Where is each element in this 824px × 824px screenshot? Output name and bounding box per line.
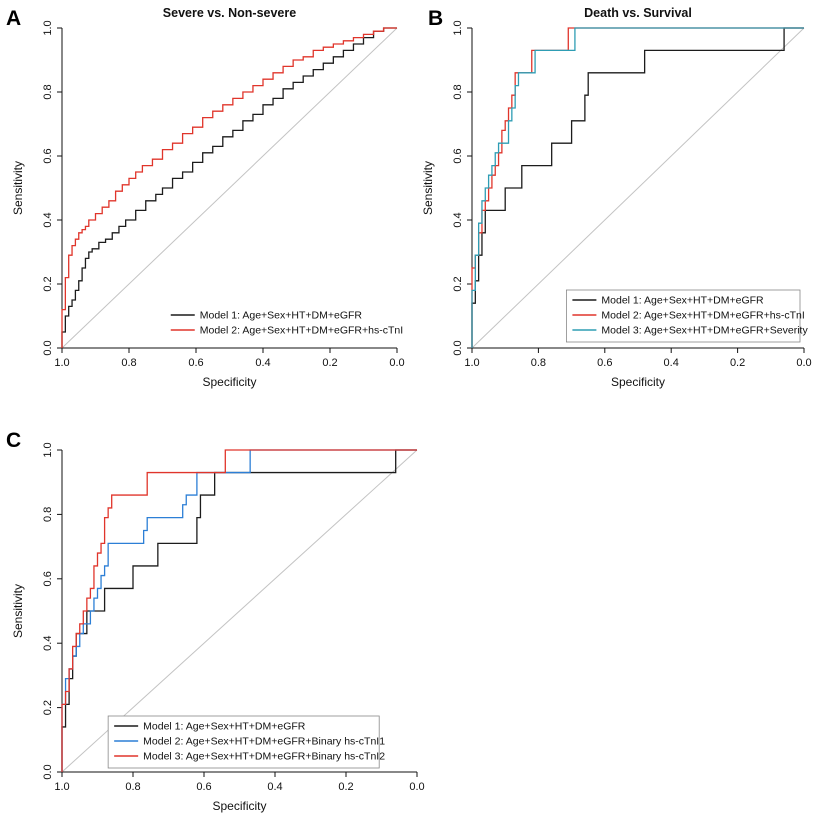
svg-text:0.6: 0.6: [188, 357, 203, 369]
svg-text:Sensitivity: Sensitivity: [11, 584, 25, 638]
svg-text:0.0: 0.0: [409, 781, 424, 793]
svg-text:0.2: 0.2: [322, 357, 337, 369]
svg-text:1.0: 1.0: [54, 781, 69, 793]
svg-text:0.0: 0.0: [389, 357, 404, 369]
svg-text:1.0: 1.0: [452, 20, 464, 35]
svg-text:Model 2: Age+Sex+HT+DM+eGFR+hs: Model 2: Age+Sex+HT+DM+eGFR+hs-cTnI: [601, 310, 804, 322]
svg-text:0.6: 0.6: [597, 357, 612, 369]
svg-text:Death vs. Survival: Death vs. Survival: [584, 6, 692, 20]
svg-text:0.6: 0.6: [42, 148, 54, 163]
svg-text:0.4: 0.4: [255, 357, 270, 369]
svg-text:Model 1: Age+Sex+HT+DM+eGFR: Model 1: Age+Sex+HT+DM+eGFR: [601, 295, 764, 307]
svg-text:Sensitivity: Sensitivity: [421, 161, 435, 215]
svg-text:0.8: 0.8: [42, 507, 54, 522]
svg-text:Specificity: Specificity: [212, 799, 266, 813]
panel-label-b: B: [428, 7, 444, 30]
svg-text:0.6: 0.6: [196, 781, 211, 793]
svg-text:0.0: 0.0: [42, 340, 54, 355]
svg-text:Model 2: Age+Sex+HT+DM+eGFR+Bi: Model 2: Age+Sex+HT+DM+eGFR+Binary hs-cT…: [143, 736, 385, 748]
svg-text:0.2: 0.2: [42, 276, 54, 291]
svg-text:0.8: 0.8: [121, 357, 136, 369]
svg-text:Sensitivity: Sensitivity: [11, 161, 25, 215]
svg-text:0.8: 0.8: [42, 84, 54, 99]
svg-text:Model 3: Age+Sex+HT+DM+eGFR+Se: Model 3: Age+Sex+HT+DM+eGFR+Severity: [601, 325, 808, 337]
svg-text:0.4: 0.4: [42, 636, 54, 651]
svg-text:0.6: 0.6: [42, 571, 54, 586]
svg-text:0.6: 0.6: [452, 148, 464, 163]
svg-text:Model 3: Age+Sex+HT+DM+eGFR+Bi: Model 3: Age+Sex+HT+DM+eGFR+Binary hs-cT…: [143, 751, 385, 763]
svg-text:Severe vs. Non-severe: Severe vs. Non-severe: [163, 6, 296, 20]
svg-text:1.0: 1.0: [42, 20, 54, 35]
svg-text:0.4: 0.4: [42, 212, 54, 227]
roc-chart-binary-hs-ctni: 1.0 0.8 0.6 0.4 0.2 0.0 0.0 0.2 0.4 0.6 0.8 1.0 Spec…: [11, 442, 425, 813]
svg-text:0.2: 0.2: [452, 276, 464, 291]
svg-text:0.8: 0.8: [452, 84, 464, 99]
svg-text:1.0: 1.0: [54, 357, 69, 369]
svg-text:0.0: 0.0: [42, 764, 54, 779]
svg-text:Model 2: Age+Sex+HT+DM+eGFR+hs: Model 2: Age+Sex+HT+DM+eGFR+hs-cTnI: [200, 325, 403, 337]
svg-text:0.8: 0.8: [125, 781, 140, 793]
svg-text:0.4: 0.4: [452, 212, 464, 227]
svg-text:0.0: 0.0: [452, 340, 464, 355]
svg-text:0.8: 0.8: [531, 357, 546, 369]
svg-text:0.2: 0.2: [338, 781, 353, 793]
svg-text:1.0: 1.0: [42, 442, 54, 457]
svg-text:0.2: 0.2: [730, 357, 745, 369]
panel-label-c: C: [6, 429, 22, 452]
svg-text:Model 1: Age+Sex+HT+DM+eGFR: Model 1: Age+Sex+HT+DM+eGFR: [200, 310, 363, 322]
panel-label-a: A: [6, 7, 22, 30]
svg-text:Model 1: Age+Sex+HT+DM+eGFR: Model 1: Age+Sex+HT+DM+eGFR: [143, 721, 306, 733]
roc-chart-death-vs-survival: Death vs. Survival 1.0 0.8 0.6 0.4 0.2 0.0 0.0 0…: [421, 6, 812, 389]
svg-text:0.0: 0.0: [796, 357, 811, 369]
svg-text:Specificity: Specificity: [202, 375, 256, 389]
svg-text:0.4: 0.4: [664, 357, 679, 369]
svg-text:0.4: 0.4: [267, 781, 282, 793]
svg-text:1.0: 1.0: [464, 357, 479, 369]
svg-text:Specificity: Specificity: [611, 375, 665, 389]
svg-text:0.2: 0.2: [42, 700, 54, 715]
roc-chart-severe-vs-nonsevere: Severe vs. Non-severe 1.0 0.8 0.6 0.4 0.2 0.0 0…: [11, 6, 405, 389]
